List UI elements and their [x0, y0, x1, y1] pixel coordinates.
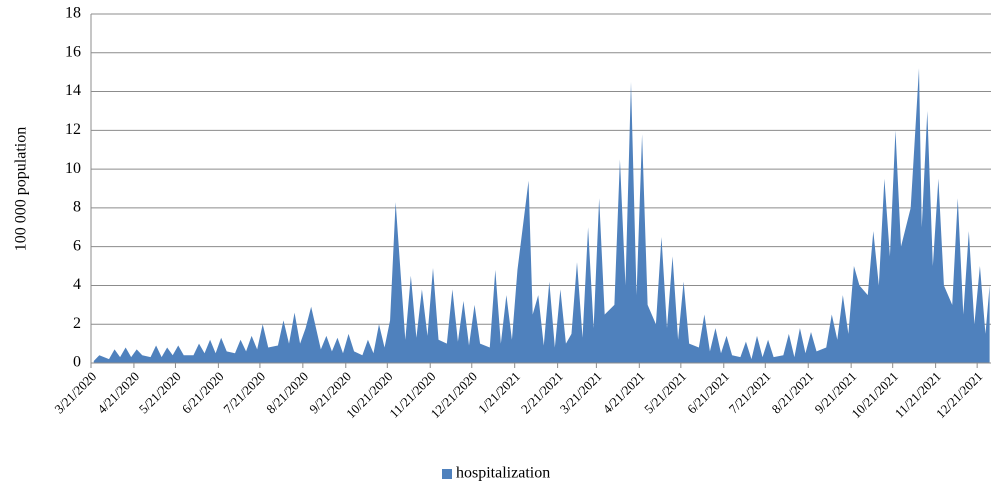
y-tick-label: 6: [73, 237, 81, 254]
x-tick-label: 5/21/2021: [641, 369, 689, 417]
y-tick-label: 2: [73, 315, 81, 332]
y-tick-label: 4: [73, 276, 81, 293]
x-tick-label: 4/21/2020: [94, 369, 142, 417]
x-tick-label: 8/21/2021: [769, 369, 817, 417]
y-axis-label: 100 000 population: [13, 127, 30, 251]
x-tick-label: 6/21/2020: [179, 369, 227, 417]
y-tick-label: 14: [65, 82, 81, 99]
x-tick-label: 3/21/2020: [51, 369, 99, 417]
x-tick-label: 4/21/2021: [600, 369, 648, 417]
x-tick-label: 2/21/2021: [518, 369, 566, 417]
x-tick-label: 6/21/2021: [684, 369, 732, 417]
y-tick-label: 16: [65, 43, 81, 60]
x-tick-label: 1/21/2021: [475, 369, 523, 417]
legend-label: hospitalization: [456, 465, 550, 482]
y-tick-label: 18: [65, 5, 81, 22]
x-tick-label: 8/21/2020: [263, 369, 311, 417]
legend-swatch: [442, 469, 452, 479]
x-tick-label: 5/21/2020: [136, 369, 184, 417]
area: [93, 68, 990, 364]
y-tick-label: 12: [65, 121, 81, 138]
y-tick-label: 8: [73, 199, 81, 216]
x-tick-label: 7/21/2021: [726, 369, 774, 417]
x-tick-label: 3/21/2021: [557, 369, 605, 417]
x-tick-label: 7/21/2020: [220, 369, 268, 417]
y-tick-label: 10: [65, 160, 81, 177]
y-tick-label: 0: [73, 354, 81, 371]
